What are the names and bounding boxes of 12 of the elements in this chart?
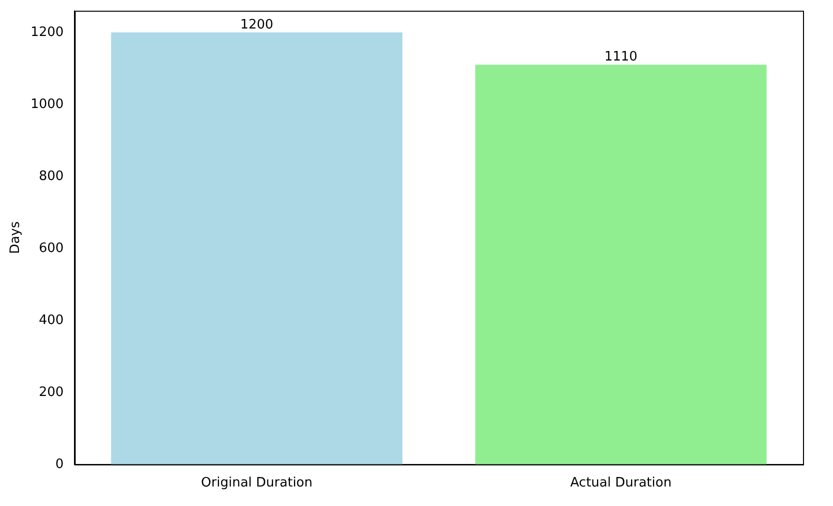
data-label: 1200: [240, 17, 274, 32]
y-axis-title: Days: [8, 221, 24, 254]
y-tick-label: 400: [38, 312, 64, 328]
data-label: 1110: [604, 50, 638, 65]
x-tick-label: Actual Duration: [570, 476, 672, 491]
y-tick-label: 0: [55, 456, 64, 472]
y-tick-label: 600: [38, 240, 64, 256]
y-tick-label: 1200: [30, 24, 64, 40]
y-tick-label: 800: [38, 168, 64, 184]
y-tick-label: 200: [38, 384, 64, 400]
x-tick-label: Original Duration: [201, 476, 312, 491]
y-tick-label: 1000: [30, 96, 64, 112]
